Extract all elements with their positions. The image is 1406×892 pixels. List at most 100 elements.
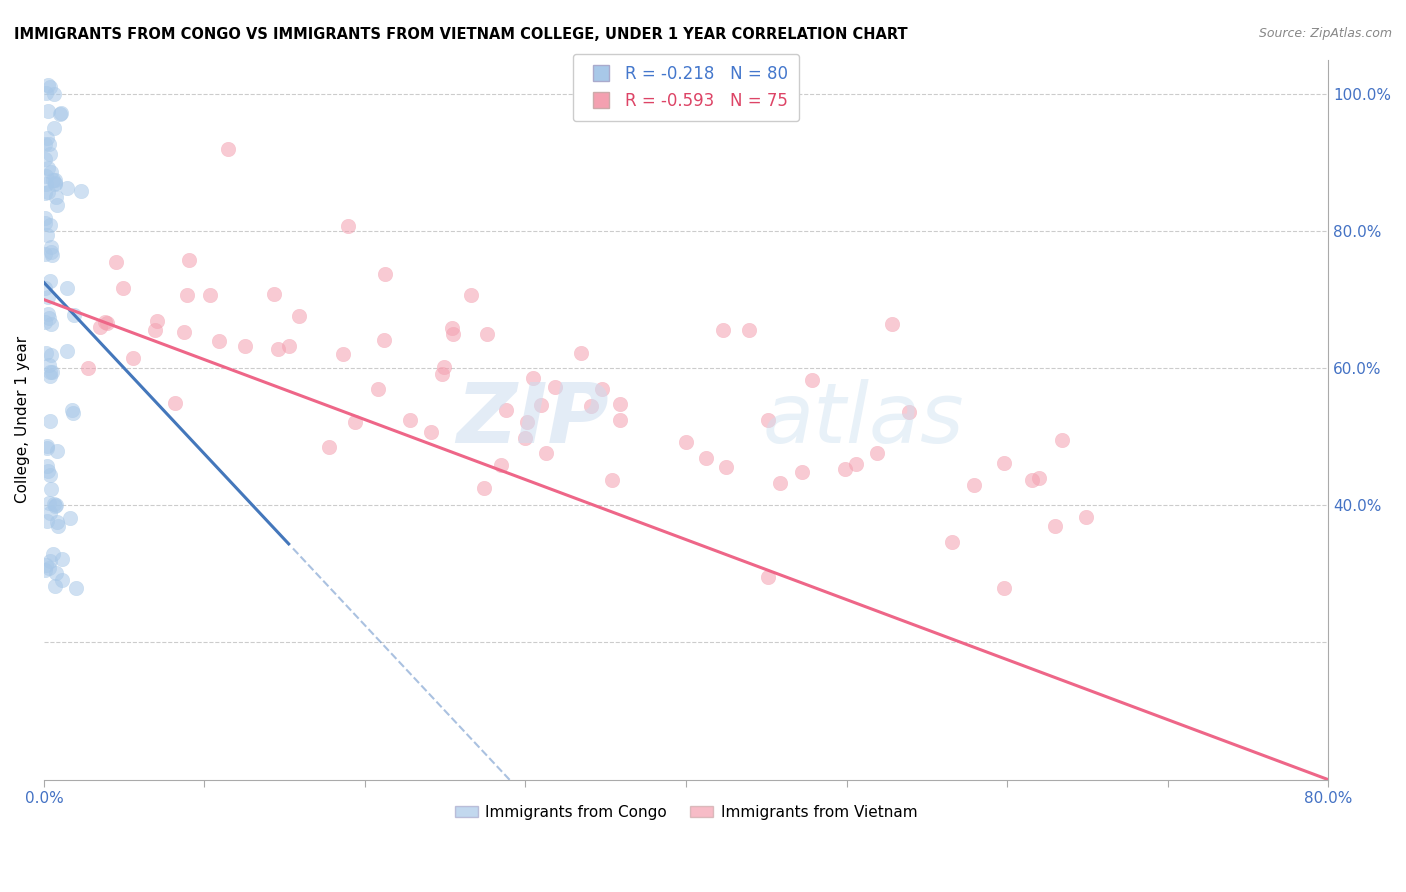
Point bbox=[45, 444, 67, 458]
Point bbox=[39, 348, 62, 362]
Point bbox=[44, 173, 66, 187]
Point bbox=[39, 165, 62, 179]
Point bbox=[51, 552, 73, 566]
Point bbox=[96, 316, 118, 330]
Point bbox=[89, 320, 111, 334]
Point bbox=[714, 460, 737, 475]
Point bbox=[35, 558, 58, 573]
Point bbox=[318, 440, 340, 454]
Point bbox=[34, 563, 56, 577]
Point bbox=[45, 498, 67, 512]
Point bbox=[711, 323, 734, 337]
Point bbox=[46, 518, 69, 533]
Point bbox=[263, 286, 285, 301]
Point bbox=[94, 315, 117, 329]
Point bbox=[489, 458, 512, 473]
Point bbox=[56, 344, 79, 359]
Point bbox=[433, 360, 456, 375]
Point bbox=[1050, 433, 1073, 447]
Point bbox=[145, 314, 167, 328]
Point bbox=[65, 581, 87, 595]
Point bbox=[233, 339, 256, 353]
Point bbox=[45, 515, 67, 529]
Point bbox=[42, 121, 65, 136]
Point bbox=[51, 573, 73, 587]
Point bbox=[845, 457, 868, 471]
Point bbox=[34, 216, 56, 230]
Point bbox=[963, 478, 986, 492]
Point bbox=[756, 412, 779, 426]
Point bbox=[46, 197, 69, 211]
Point bbox=[898, 405, 921, 419]
Point bbox=[208, 334, 231, 348]
Point bbox=[367, 382, 389, 396]
Point bbox=[993, 581, 1015, 595]
Point bbox=[267, 342, 290, 356]
Point bbox=[44, 497, 66, 511]
Point bbox=[440, 321, 463, 335]
Point bbox=[173, 325, 195, 339]
Point bbox=[34, 152, 56, 166]
Point bbox=[34, 281, 56, 295]
Point bbox=[35, 86, 58, 100]
Point bbox=[37, 458, 59, 473]
Point bbox=[44, 500, 66, 514]
Point bbox=[609, 396, 631, 410]
Text: atlas: atlas bbox=[763, 379, 965, 460]
Point bbox=[37, 104, 59, 119]
Point bbox=[569, 346, 592, 360]
Point bbox=[37, 161, 59, 176]
Point bbox=[143, 323, 166, 337]
Point bbox=[38, 561, 60, 575]
Point bbox=[336, 219, 359, 234]
Point bbox=[39, 554, 62, 568]
Point bbox=[163, 396, 186, 410]
Point bbox=[39, 80, 62, 95]
Point bbox=[374, 267, 396, 281]
Point bbox=[38, 365, 60, 379]
Point bbox=[1045, 519, 1067, 533]
Point bbox=[41, 248, 63, 262]
Point bbox=[495, 403, 517, 417]
Text: ZIP: ZIP bbox=[457, 379, 609, 460]
Point bbox=[112, 281, 135, 295]
Point bbox=[37, 227, 59, 242]
Text: IMMIGRANTS FROM CONGO VS IMMIGRANTS FROM VIETNAM COLLEGE, UNDER 1 YEAR CORRELATI: IMMIGRANTS FROM CONGO VS IMMIGRANTS FROM… bbox=[14, 27, 908, 42]
Point bbox=[430, 367, 453, 381]
Point bbox=[1021, 473, 1043, 487]
Point bbox=[513, 432, 536, 446]
Point bbox=[373, 333, 395, 347]
Point bbox=[35, 346, 58, 360]
Point bbox=[544, 380, 567, 394]
Text: Source: ZipAtlas.com: Source: ZipAtlas.com bbox=[1258, 27, 1392, 40]
Point bbox=[695, 450, 717, 465]
Point bbox=[37, 441, 59, 455]
Point bbox=[790, 465, 813, 479]
Point bbox=[1074, 509, 1097, 524]
Point bbox=[288, 309, 311, 323]
Point bbox=[37, 78, 59, 92]
Point bbox=[38, 311, 60, 326]
Point bbox=[536, 445, 558, 459]
Point bbox=[398, 412, 420, 426]
Point bbox=[675, 435, 697, 450]
Point bbox=[51, 106, 73, 120]
Point bbox=[42, 547, 65, 561]
Point bbox=[460, 287, 482, 301]
Point bbox=[1028, 471, 1050, 485]
Point bbox=[738, 323, 761, 337]
Point bbox=[35, 177, 58, 191]
Point bbox=[866, 446, 889, 460]
Point bbox=[768, 475, 790, 490]
Point bbox=[941, 534, 963, 549]
Point bbox=[38, 218, 60, 232]
Point bbox=[38, 358, 60, 372]
Point bbox=[37, 307, 59, 321]
Point bbox=[37, 185, 59, 199]
Point bbox=[218, 142, 240, 156]
Point bbox=[39, 482, 62, 496]
Point bbox=[609, 413, 631, 427]
Point bbox=[41, 365, 63, 379]
Point bbox=[472, 481, 495, 495]
Point bbox=[39, 368, 62, 383]
